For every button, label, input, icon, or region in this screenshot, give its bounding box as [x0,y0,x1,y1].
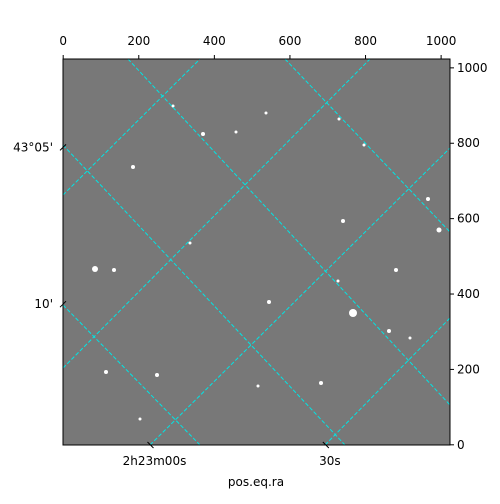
stars [92,104,442,421]
ra-tick [147,441,154,449]
dec-tick [59,144,67,151]
ra-tick-label: 2h23m00s [123,454,187,468]
ra-tick [322,441,330,449]
x-tick-label: 0 [59,34,67,48]
coordinate-grid [62,58,451,446]
x-tick-label: 600 [278,34,301,48]
x-axis-label: pos.eq.ra [228,475,284,489]
dec-tick [59,300,67,308]
x-tick-label: 200 [127,34,150,48]
dec-tick-label: 10' [34,297,53,311]
y-tick-label: 600 [457,212,480,226]
dec-tick-label: 43°05' [13,140,53,154]
y-tick-label: 400 [457,287,480,301]
y-tick-label: 800 [457,136,480,150]
axes-frame [62,58,451,446]
y-tick-label: 0 [457,438,465,452]
x-tick-label: 800 [354,34,377,48]
x-tick-label: 400 [203,34,226,48]
y-tick-label: 1000 [457,61,488,75]
ra-tick-label: 30s [319,454,341,468]
y-tick-label: 200 [457,362,480,376]
x-tick-label: 1000 [426,34,457,48]
sky-image [63,59,450,445]
